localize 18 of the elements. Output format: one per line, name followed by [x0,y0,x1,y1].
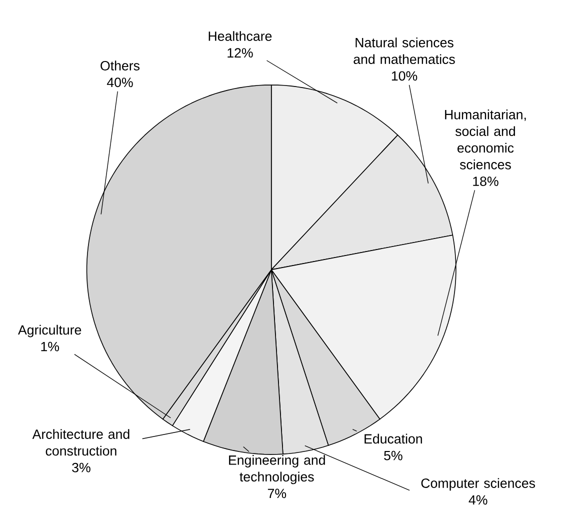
slice-label: Others [100,60,140,70]
slice-label: Agriculture [18,324,82,338]
data-label: 10% [392,71,418,81]
data-label: 1% [41,342,60,352]
data-label: 12% [228,48,253,58]
data-label: 40% [106,78,133,88]
slice-label: Natural sciences and mathematics [354,38,455,64]
data-label: 4% [468,495,488,505]
slice-label: Engineering and technologies [229,455,325,484]
data-label: 5% [384,450,402,460]
slice-label: Humanitarian, social and economic sciences [445,110,526,170]
slice-label: Healthcare [208,31,272,41]
data-label: 18% [473,176,498,186]
data-label: 3% [72,462,90,472]
slice-label: Education [364,434,422,444]
slice-label: Computer sciences [421,478,536,491]
slice-label: Architecture and construction [32,429,130,456]
data-label: 7% [268,488,286,498]
